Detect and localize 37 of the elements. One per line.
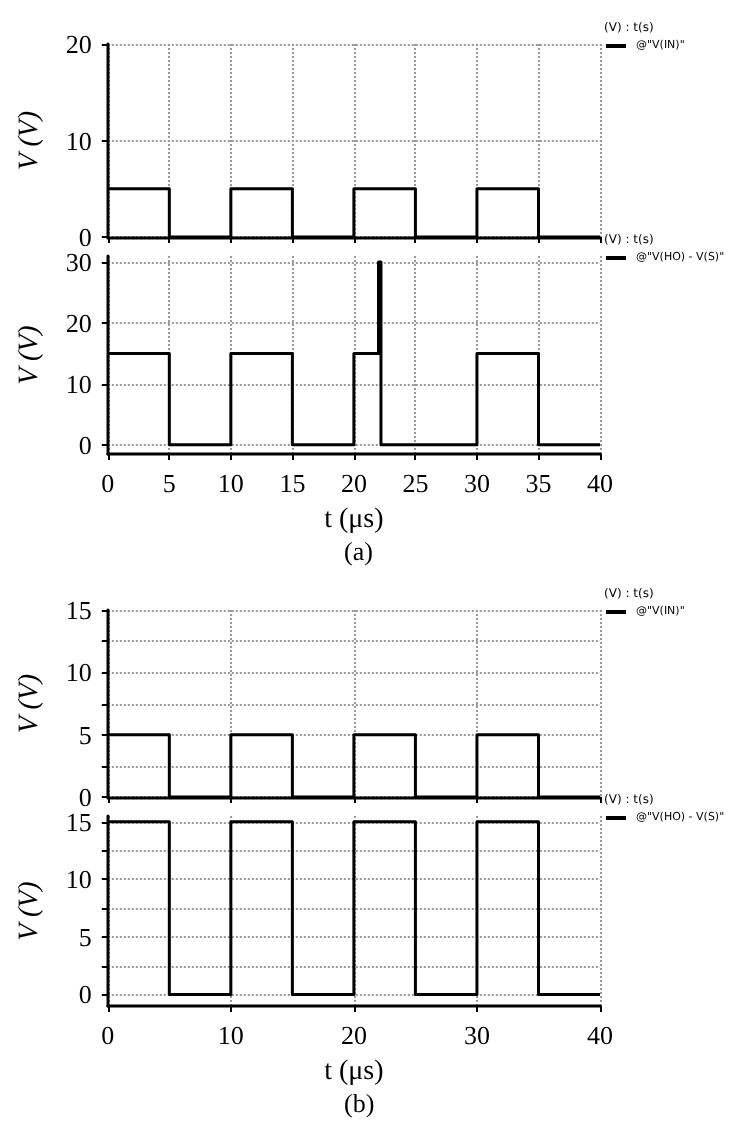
y-tick-label: 20 <box>65 308 92 339</box>
x-tick-label: 10 <box>217 468 244 498</box>
x-tick-label: 25 <box>402 468 429 498</box>
y-tick-label: 10 <box>65 368 92 399</box>
y-tick-label: 15 <box>65 595 92 625</box>
x-tick-label: 10 <box>217 1020 244 1050</box>
x-tick-label: 15 <box>279 468 306 498</box>
x-axis-title: t (μs) <box>324 1056 385 1087</box>
y-tick-label: 20 <box>65 29 92 59</box>
y-tick-label: 0 <box>78 979 92 1010</box>
y-tick-label: 0 <box>78 222 92 252</box>
y-tick-label: 0 <box>78 782 92 812</box>
x-tick-label: 40 <box>587 1020 613 1050</box>
y-tick-label: 0 <box>78 429 92 460</box>
y-tick-label: 10 <box>65 125 92 156</box>
x-tick-label: 35 <box>525 468 552 498</box>
y-tick-label: 30 <box>65 247 92 278</box>
y-axis-title: V (V) <box>15 880 45 941</box>
x-tick-label: 0 <box>101 468 115 498</box>
y-axis-title: V (V) <box>15 110 45 171</box>
y-tick-label: 5 <box>78 921 92 952</box>
x-tick-label: 20 <box>340 468 367 498</box>
x-axis-title: t (μs) <box>324 504 385 535</box>
y-tick-label: 5 <box>78 719 92 750</box>
y-tick-label: 10 <box>65 864 92 895</box>
y-tick-label: 10 <box>65 657 92 688</box>
x-tick-label: 40 <box>587 468 613 498</box>
x-tick-label: 0 <box>101 1020 115 1050</box>
x-tick-label: 20 <box>340 1020 367 1050</box>
x-tick-label: 30 <box>463 1020 490 1050</box>
text: (a) <box>344 536 373 566</box>
y-axis-title: V (V) <box>15 673 45 734</box>
text: (b) <box>344 1088 375 1118</box>
x-tick-label: 30 <box>463 468 490 498</box>
y-tick-label: 15 <box>65 806 92 837</box>
y-axis-title: V (V) <box>15 324 45 385</box>
x-tick-label: 5 <box>162 468 176 498</box>
